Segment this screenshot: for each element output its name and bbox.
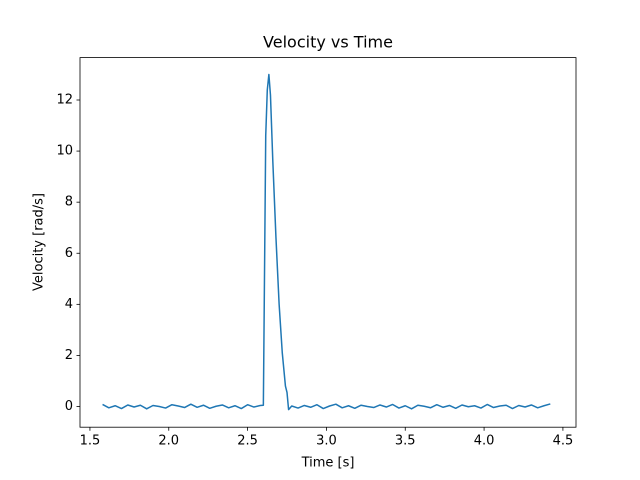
- y-tick-label: 8: [65, 195, 73, 210]
- y-tick-label: 12: [56, 93, 73, 108]
- x-axis-label: Time [s]: [301, 456, 355, 471]
- x-tick-label: 3.5: [395, 434, 416, 449]
- y-tick-label: 2: [65, 348, 73, 363]
- chart-title: Velocity vs Time: [263, 33, 393, 52]
- y-axis-label: Velocity [rad/s]: [32, 193, 47, 291]
- x-tick-label: 2.5: [237, 434, 258, 449]
- y-tick-label: 4: [65, 297, 73, 312]
- x-tick-label: 4.0: [474, 434, 495, 449]
- plot-frame: [79, 57, 577, 428]
- y-tick-label: 0: [65, 399, 73, 414]
- y-tick-label: 10: [56, 144, 73, 159]
- x-tick-label: 4.5: [553, 434, 574, 449]
- x-tick-label: 2.0: [158, 434, 179, 449]
- x-tick-label: 1.5: [80, 434, 101, 449]
- x-tick-label: 3.0: [316, 434, 337, 449]
- data-line: [102, 73, 551, 411]
- y-tick-label: 6: [65, 246, 73, 261]
